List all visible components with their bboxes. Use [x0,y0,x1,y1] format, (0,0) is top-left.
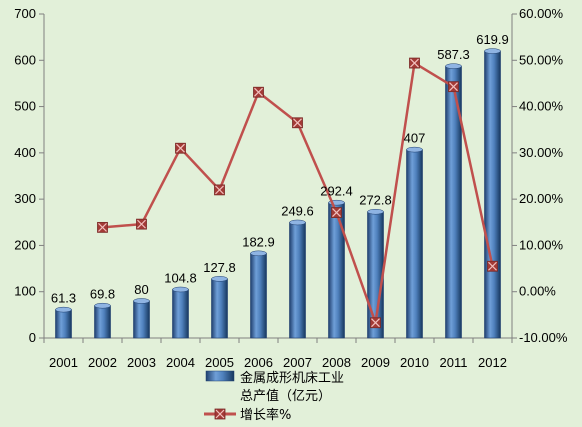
legend-bar-label-line2: 总产值（亿元） [240,388,331,404]
x-tick-label: 2007 [283,355,312,370]
data-labels-layer: 61.3 69.8 80 104.8 127.8 182.9 249.6 292.4 272.8… [51,32,509,306]
x-tick-label: 2002 [88,355,117,370]
marker-cross [254,87,263,97]
marker-cross [98,222,107,232]
bar [211,278,228,339]
x-tick-label: 2001 [49,355,78,370]
bar-top [289,219,306,226]
bar-top [211,276,228,282]
x-tick-label: 2010 [400,355,429,370]
x-tick-label: 2011 [440,355,468,370]
bar-data-label: 407 [404,131,426,146]
bar-top [94,302,111,309]
bar-top [445,63,462,69]
growth-point [214,184,225,196]
bar-top [250,250,267,257]
bar [406,149,423,339]
legend-bar-swatch [205,370,235,382]
x-tick-label: 2008 [322,355,351,370]
bar [55,309,72,339]
right-tick-label: 60.00% [519,6,564,21]
growth-point [136,218,147,230]
growth-point [409,57,420,69]
growth-point [292,117,303,129]
legend-line-marker [214,408,226,420]
bar-top [133,298,150,304]
bar [289,222,306,339]
bar-data-label: 587.3 [437,47,470,62]
bar [328,202,345,339]
right-tick-label: 40.00% [519,99,564,114]
bar-top [55,306,72,313]
x-tick-label: 2012 [478,355,507,370]
right-tick-label: 10.00% [519,237,564,252]
bar-data-label: 292.4 [320,184,353,199]
left-tick-label: 100 [14,284,36,299]
bar-data-label: 182.9 [242,234,275,249]
bar [484,50,501,339]
bar-data-label: 104.8 [164,270,197,285]
bars-layer [55,48,501,339]
left-tick-label: 200 [14,237,36,252]
bar-top [367,208,384,215]
bar-top [172,286,189,293]
bar-data-label: 249.6 [281,203,314,218]
left-tick-label: 500 [14,99,36,114]
bar-data-label: 80 [134,282,148,297]
legend-marker-shape [214,408,226,420]
left-tick-label: 700 [14,6,36,21]
growth-point [370,317,381,329]
marker-cross [371,318,380,328]
growth-point [253,86,264,98]
bar [133,300,150,339]
growth-point [331,207,342,218]
right-tick-label: 20.00% [519,191,564,206]
growth-point [448,81,459,93]
bar [94,305,111,339]
marker-cross [488,261,497,271]
growth-point [487,260,498,272]
x-tick-label: 2004 [166,355,195,370]
marker-cross [215,409,225,419]
bar-top [406,146,423,153]
left-tick-label: 400 [14,145,36,160]
marker-cross [332,208,341,217]
growth-point [175,142,186,154]
marker-cross [410,58,419,68]
left-tick-label: 600 [14,52,36,67]
legend-bar-label-line1: 金属成形机床工业 [240,370,344,386]
marker-cross [293,118,302,128]
marker-cross [215,185,224,195]
growth-line-layer [97,57,498,329]
right-tick-label: 30.00% [519,145,564,160]
right-tick-label: 0.00% [519,284,556,299]
growth-point [97,221,108,233]
right-tick-label: -10.00% [519,330,568,345]
x-tick-label: 2009 [361,355,390,370]
bar-data-label: 61.3 [51,291,76,306]
marker-cross [449,82,458,92]
marker-cross [176,143,185,153]
bar-data-label: 127.8 [203,260,236,275]
legend: 金属成形机床工业 总产值（亿元） 增长率% [204,370,344,423]
axes-layer: 0 100 200 300 400 500 600 700 -10.00% 0.00% 10.00%… [14,6,568,370]
bar [172,289,189,339]
bar-data-label: 619.9 [476,32,509,47]
legend-line-label: 增长率% [240,407,291,423]
x-tick-label: 2005 [205,355,234,370]
bar [250,253,267,339]
right-tick-label: 50.00% [519,52,564,67]
marker-cross [137,219,146,229]
x-tick-label: 2003 [127,355,156,370]
bar-data-label: 69.8 [90,287,115,302]
bar-top [484,48,501,54]
bar-data-label: 272.8 [359,193,392,208]
x-tick-label: 2006 [244,355,273,370]
left-tick-label: 0 [29,330,36,345]
left-tick-label: 300 [14,191,36,206]
